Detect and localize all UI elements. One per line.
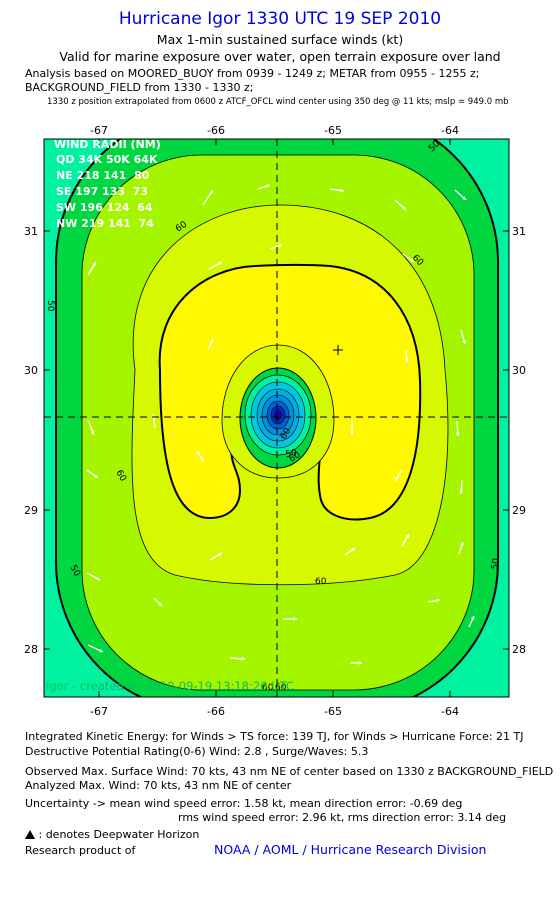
noaa-link[interactable]: NOAA / AOML / Hurricane Research Divisio… xyxy=(214,842,487,857)
valid-note: Valid for marine exposure over water, op… xyxy=(59,49,501,64)
wind-arrow xyxy=(207,338,214,351)
wind-arrow xyxy=(394,199,407,211)
max-wind-marker xyxy=(333,345,343,355)
contour-label: 50 xyxy=(45,300,55,312)
wind-arrow xyxy=(202,189,214,206)
wind-arrow xyxy=(87,419,95,436)
analyzed-max-line: Analyzed Max. Wind: 70 kts, 43 nm NE of … xyxy=(25,779,292,792)
wind-radii-row-sw: SW 196 124 64 xyxy=(56,201,153,214)
wind-arrow xyxy=(350,418,354,435)
wind-arrow xyxy=(87,644,104,653)
y-tick-label-left: 31 xyxy=(24,225,38,238)
wind-arrow xyxy=(208,261,223,270)
wind-arrow xyxy=(427,598,441,603)
wind-arrow xyxy=(394,469,403,482)
wind-arrow xyxy=(454,189,467,201)
ike-line: Integrated Kinetic Energy: for Winds > T… xyxy=(25,730,524,743)
x-tick-label-top: -64 xyxy=(441,124,459,137)
contour-label: 50 xyxy=(285,448,298,460)
wind-radii-header: QD 34K 50K 64K xyxy=(56,153,158,166)
wind-arrow xyxy=(455,420,460,437)
wind-arrow xyxy=(402,253,415,263)
wind-arrow xyxy=(329,188,345,193)
wind-radii-row-se: SE 197 133 73 xyxy=(56,185,148,198)
y-tick-label-right: 28 xyxy=(512,643,526,656)
analysis-line-1: Analysis based on MOORED_BUOY from 0939 … xyxy=(25,67,480,80)
deepwater-horizon-legend: : denotes Deepwater Horizon xyxy=(25,828,199,841)
contour-label: 60 xyxy=(262,683,274,693)
position-note: 1330 z position extrapolated from 0600 z… xyxy=(47,97,509,107)
wind-arrow xyxy=(86,572,101,581)
wind-arrow xyxy=(153,597,163,607)
contour-label: 50 xyxy=(490,557,502,570)
x-tick-label-top: -66 xyxy=(207,124,225,137)
y-tick-label-left: 28 xyxy=(24,643,38,656)
wind-radii-row-nw: NW 219 141 74 xyxy=(56,217,154,230)
wind-radii-row-ne: NE 218 141 80 xyxy=(56,169,150,182)
contour-label: 60 xyxy=(315,577,327,587)
y-tick-label-right: 30 xyxy=(512,364,526,377)
map-subtitle: Max 1-min sustained surface winds (kt) xyxy=(156,32,404,47)
uncertainty-line-1: Uncertainty -> mean wind speed error: 1.… xyxy=(25,797,463,810)
x-tick-label-bottom: -66 xyxy=(207,705,225,718)
research-label: Research product of xyxy=(25,844,136,857)
contour-label: 60 xyxy=(275,683,287,693)
creation-watermark: Igor - created on 2010-09-19 13:18:26 UT… xyxy=(46,679,294,693)
x-tick-label-top: -67 xyxy=(90,124,108,137)
analysis-line-2: BACKGROUND_FIELD from 1330 - 1330 z; xyxy=(25,81,254,94)
contour-65 xyxy=(158,263,422,521)
plot-frame xyxy=(43,138,510,698)
y-tick-label-left: 30 xyxy=(24,364,38,377)
wind-arrow xyxy=(404,349,409,363)
observed-max-line: Observed Max. Surface Wind: 70 kts, 43 n… xyxy=(25,765,554,778)
wind-arrow xyxy=(468,615,475,628)
axis-ticks: -67 -67 -66 -66 -65 -65 -64 -64 31 31 30 30 29 29 28 28 xyxy=(24,124,526,718)
wind-arrow xyxy=(458,541,464,555)
y-tick-label-right: 31 xyxy=(512,225,526,238)
x-tick-label-bottom: -65 xyxy=(324,705,342,718)
x-tick-label-bottom: -67 xyxy=(90,705,108,718)
triangle-icon xyxy=(25,830,35,839)
wind-arrow xyxy=(87,261,97,276)
wind-radii-table: WIND RADII (NM) QD 34K 50K 64K NE 218 14… xyxy=(54,138,161,230)
wind-arrow xyxy=(196,450,205,463)
y-tick-label-right: 29 xyxy=(512,504,526,517)
wind-arrow xyxy=(460,329,466,345)
wind-radii-title: WIND RADII (NM) xyxy=(54,138,161,151)
dpr-line: Destructive Potential Rating(0-6) Wind: … xyxy=(25,745,369,758)
wind-arrow xyxy=(350,661,362,665)
wind-arrow xyxy=(401,533,410,547)
map-title: Hurricane Igor 1330 UTC 19 SEP 2010 xyxy=(118,9,442,29)
wind-vectors xyxy=(86,184,475,665)
uncertainty-line-2: rms wind speed error: 2.96 kt, rms direc… xyxy=(178,811,507,824)
wind-arrow xyxy=(344,547,356,556)
wind-arrow xyxy=(459,479,464,495)
x-tick-label-bottom: -64 xyxy=(441,705,459,718)
wind-arrow xyxy=(86,469,99,479)
wind-arrow xyxy=(257,184,271,190)
wind-arrow xyxy=(283,617,297,621)
wind-arrow xyxy=(229,656,246,661)
wind-arrow xyxy=(269,244,283,250)
x-tick-label-top: -65 xyxy=(324,124,342,137)
wind-arrow xyxy=(209,552,223,561)
eye-rings xyxy=(256,388,300,442)
y-tick-label-left: 29 xyxy=(24,504,38,517)
